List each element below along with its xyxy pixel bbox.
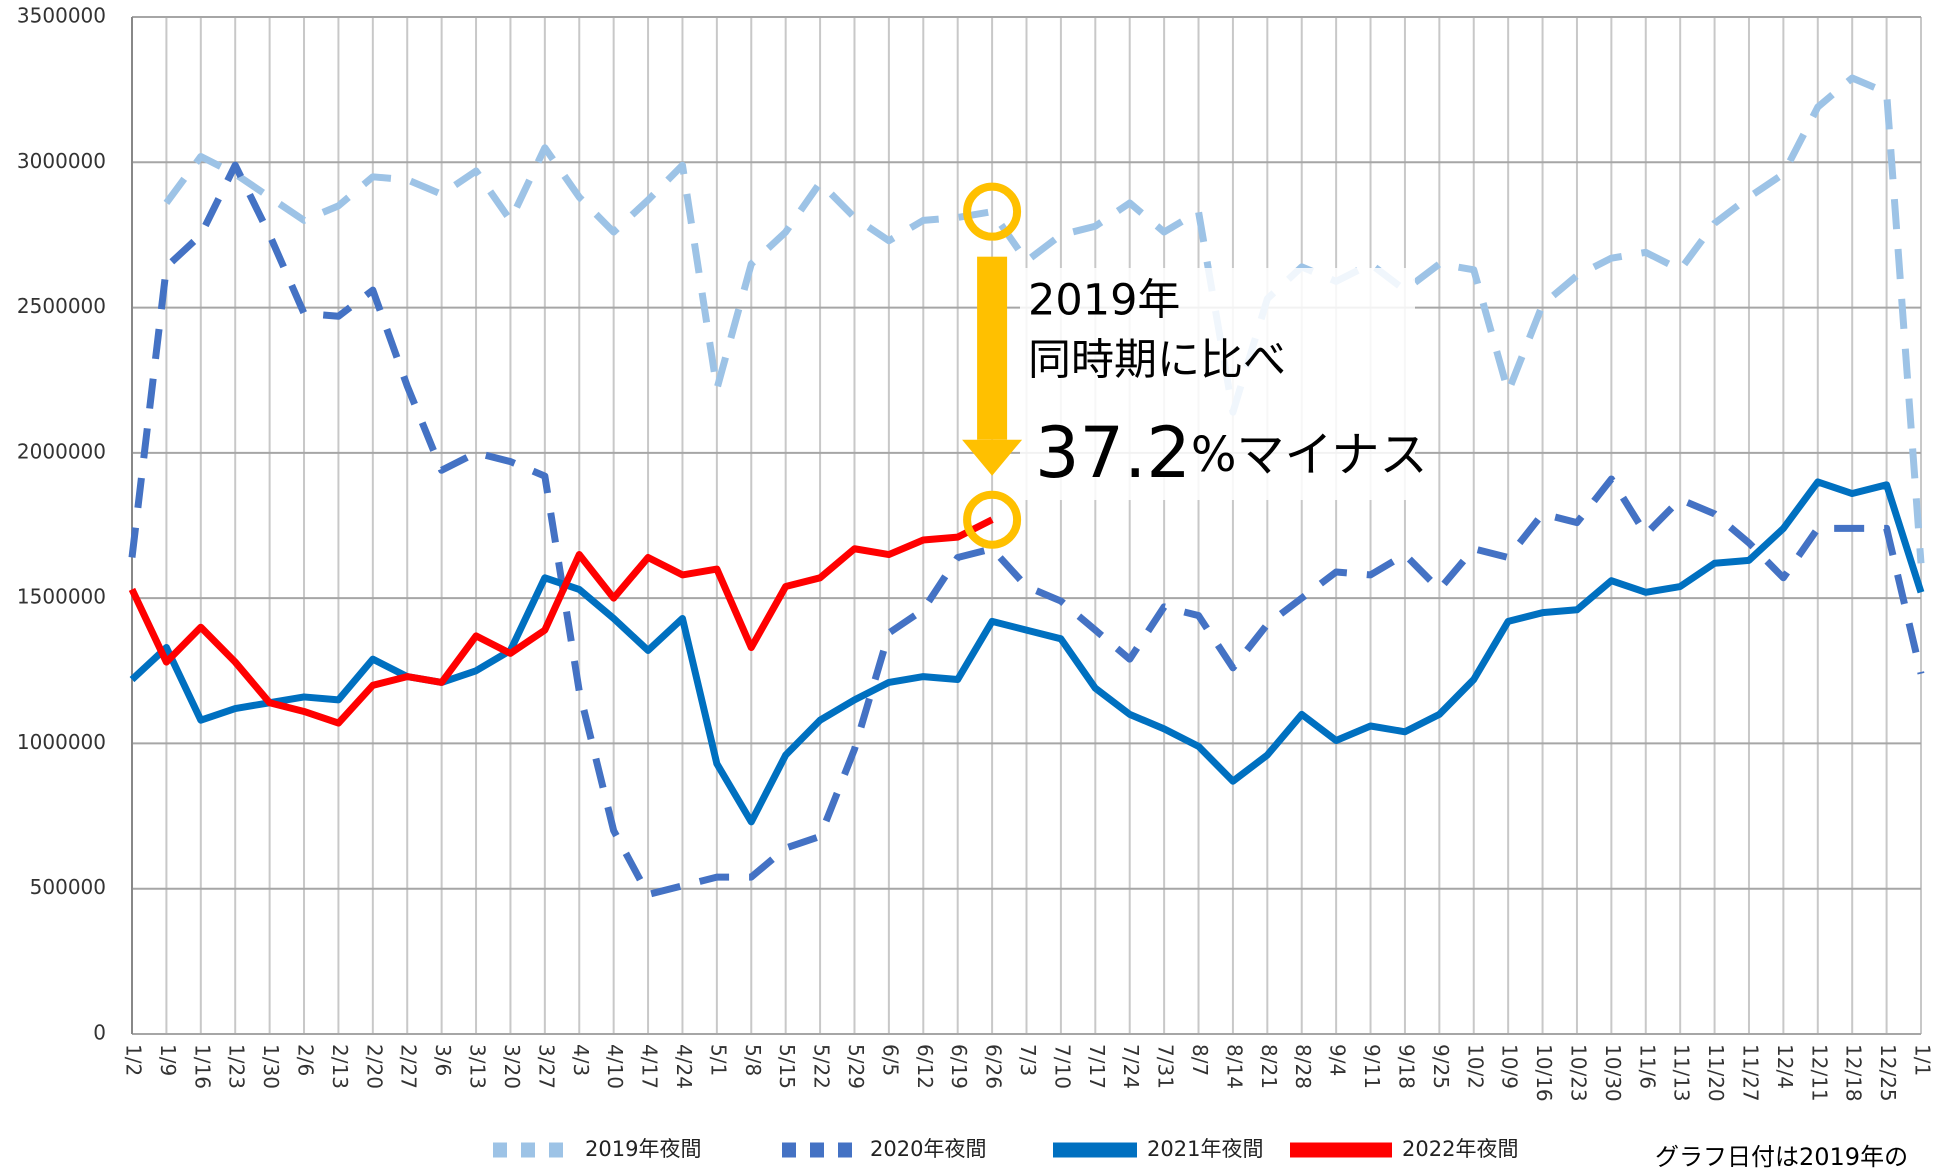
x-tick-label: 7/3 xyxy=(1016,1044,1040,1076)
highlight-circle xyxy=(963,490,1022,549)
x-tick-label: 11/20 xyxy=(1704,1044,1728,1102)
y-tick-label: 2000000 xyxy=(17,439,106,463)
series-line xyxy=(128,516,994,727)
highlight-circle xyxy=(963,182,1022,241)
x-tick-label: 7/10 xyxy=(1050,1044,1074,1089)
x-tick-label: 10/9 xyxy=(1498,1044,1522,1089)
annotation-text: 2019年 xyxy=(1028,276,1180,326)
x-tick-label: 8/7 xyxy=(1188,1044,1212,1076)
x-tick-label: 11/13 xyxy=(1670,1044,1694,1102)
annotation-figure: 37.2%マイナス xyxy=(1035,412,1428,494)
legend-label: 2020年夜間 xyxy=(870,1137,986,1161)
x-tick-label: 12/18 xyxy=(1842,1044,1866,1102)
x-tick-label: 9/18 xyxy=(1394,1044,1418,1089)
x-tick-label: 6/12 xyxy=(913,1044,937,1089)
x-tick-label: 12/4 xyxy=(1773,1044,1797,1089)
x-tick-label: 7/31 xyxy=(1154,1044,1178,1089)
x-tick-label: 2/20 xyxy=(362,1044,386,1089)
x-tick-label: 6/26 xyxy=(982,1044,1006,1089)
x-tick-label: 1/30 xyxy=(259,1044,283,1089)
x-tick-label: 10/2 xyxy=(1463,1044,1487,1089)
x-tick-label: 4/3 xyxy=(569,1044,593,1076)
y-tick-label: 0 xyxy=(93,1021,106,1045)
x-tick-label: 10/16 xyxy=(1532,1044,1556,1102)
x-tick-label: 5/22 xyxy=(810,1044,834,1089)
annotation-text: 同時期に比べ xyxy=(1028,336,1286,386)
footnote: グラフ日付は2019年の xyxy=(1655,1143,1908,1169)
annotation-suffix: %マイナス xyxy=(1191,427,1428,483)
x-tick-label: 5/8 xyxy=(741,1044,765,1076)
x-tick-label: 1/1 xyxy=(1911,1044,1933,1076)
legend-label: 2019年夜間 xyxy=(585,1137,701,1161)
x-tick-label: 2/13 xyxy=(328,1044,352,1089)
y-tick-label: 1500000 xyxy=(17,585,106,609)
x-tick-label: 5/15 xyxy=(775,1044,799,1089)
x-tick-label: 3/6 xyxy=(431,1044,455,1076)
legend-label: 2022年夜間 xyxy=(1402,1137,1518,1161)
x-tick-label: 7/24 xyxy=(1119,1044,1143,1089)
y-tick-label: 1000000 xyxy=(17,730,106,754)
annotation-box xyxy=(1020,268,1415,500)
y-tick-label: 2500000 xyxy=(17,294,106,318)
x-tick-label: 3/20 xyxy=(500,1044,524,1089)
series-line xyxy=(128,161,1925,899)
x-tick-label: 5/1 xyxy=(706,1044,730,1076)
y-tick-label: 3000000 xyxy=(17,149,106,173)
x-tick-label: 9/4 xyxy=(1326,1044,1350,1076)
x-tick-label: 4/17 xyxy=(638,1044,662,1089)
x-tick-label: 1/9 xyxy=(156,1044,180,1076)
x-tick-label: 6/5 xyxy=(878,1044,902,1076)
x-tick-label: 11/27 xyxy=(1738,1044,1762,1102)
x-tick-label: 1/23 xyxy=(225,1044,249,1089)
annotation-value: 37.2 xyxy=(1035,412,1191,494)
y-tick-label: 500000 xyxy=(30,875,106,899)
x-tick-label: 1/16 xyxy=(190,1044,214,1089)
x-tick-label: 12/11 xyxy=(1807,1044,1831,1102)
x-tick-label: 3/27 xyxy=(534,1044,558,1089)
x-tick-label: 4/24 xyxy=(672,1044,696,1089)
arrow-body xyxy=(977,256,1008,440)
x-tick-label: 3/13 xyxy=(466,1044,490,1089)
x-tick-label: 9/11 xyxy=(1360,1044,1384,1089)
x-tick-label: 7/17 xyxy=(1085,1044,1109,1089)
x-tick-label: 8/28 xyxy=(1291,1044,1315,1089)
x-tick-label: 8/21 xyxy=(1257,1044,1281,1089)
x-tick-label: 9/25 xyxy=(1429,1044,1453,1089)
x-tick-label: 10/30 xyxy=(1601,1044,1625,1102)
x-tick-label: 5/29 xyxy=(844,1044,868,1089)
x-tick-label: 8/14 xyxy=(1222,1044,1246,1089)
x-tick-label: 10/23 xyxy=(1566,1044,1590,1102)
series-line xyxy=(163,74,1925,564)
x-tick-label: 4/10 xyxy=(603,1044,627,1089)
x-tick-label: 1/2 xyxy=(122,1044,146,1076)
x-tick-label: 2/27 xyxy=(397,1044,421,1089)
y-tick-label: 3500000 xyxy=(17,4,106,28)
x-tick-label: 11/6 xyxy=(1635,1044,1659,1089)
legend-label: 2021年夜間 xyxy=(1147,1137,1263,1161)
x-tick-label: 12/25 xyxy=(1876,1044,1900,1102)
arrow-head xyxy=(962,439,1023,476)
x-tick-label: 6/19 xyxy=(947,1044,971,1089)
x-tick-label: 2/6 xyxy=(294,1044,318,1076)
